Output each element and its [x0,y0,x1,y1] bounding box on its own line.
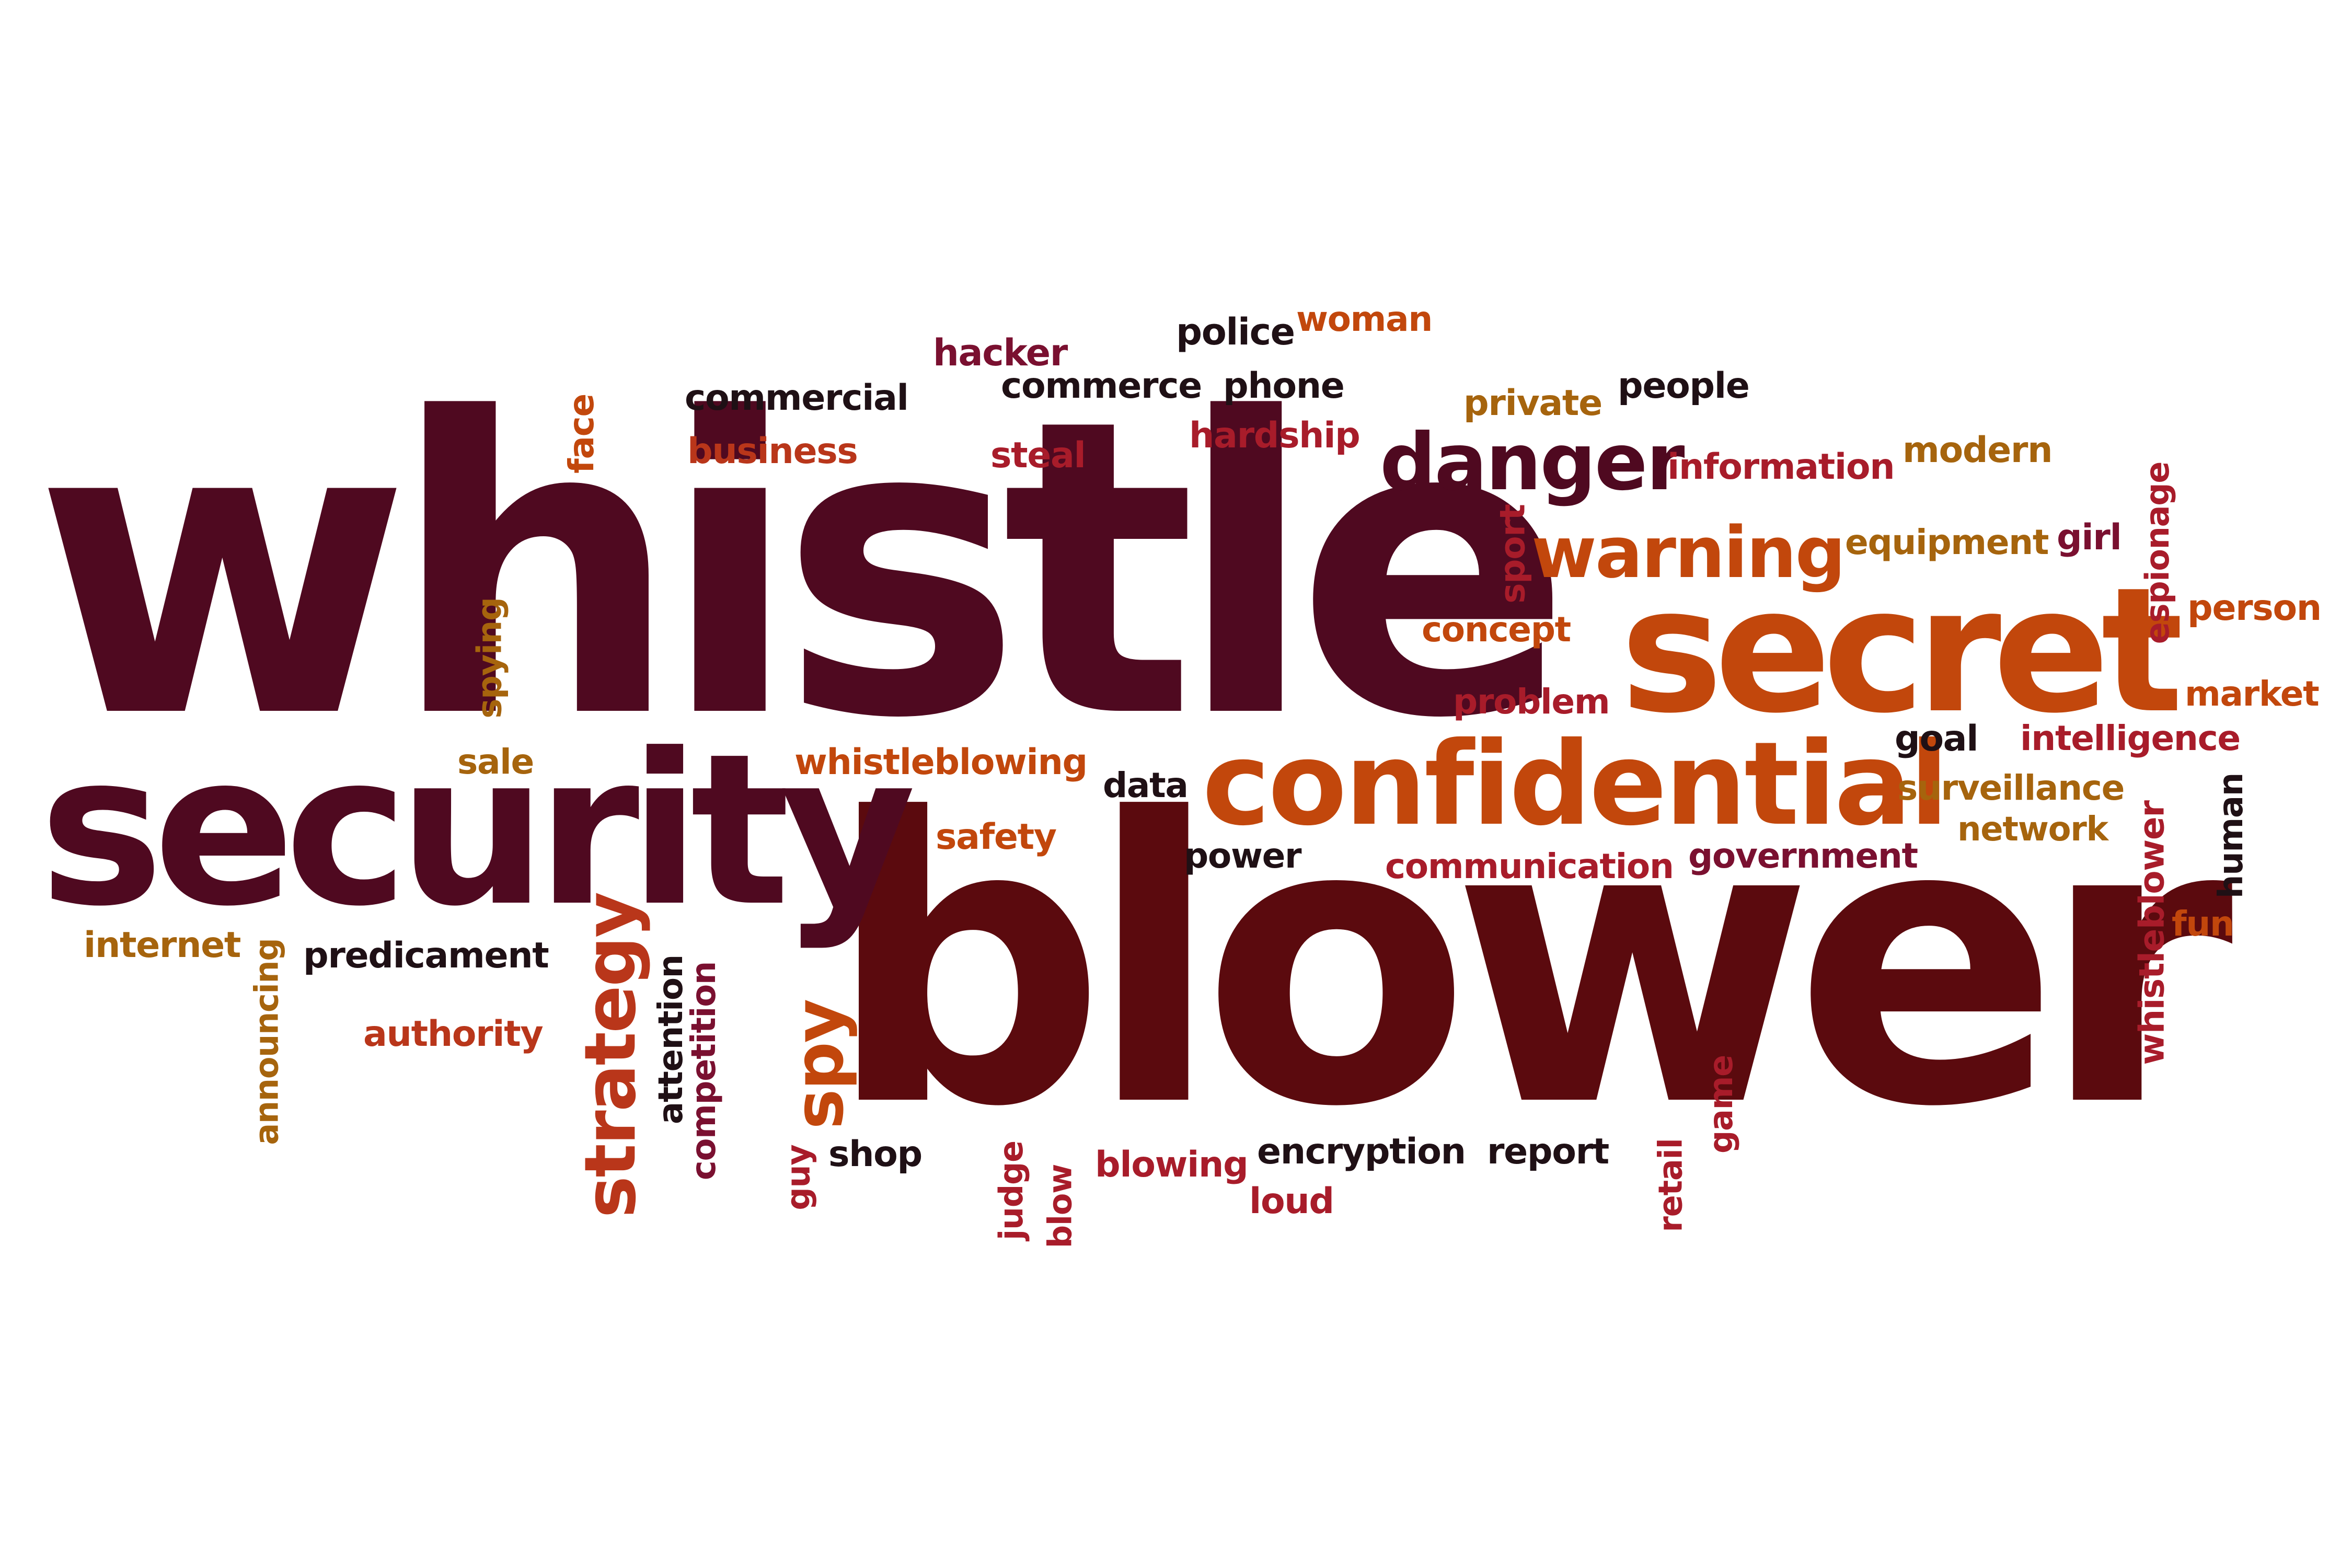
word-warning: warning [1531,512,1846,594]
word-attention: attention [651,955,690,1124]
word-intelligence: intelligence [2020,718,2241,758]
word-market: market [2185,674,2320,714]
word-spying: spying [470,597,510,719]
word-police: police [1176,310,1295,353]
word-person: person [2187,587,2322,629]
word-information: information [1667,446,1895,488]
word-government: government [1688,836,1918,876]
word-competition: competition [685,961,724,1181]
word-authority: authority [363,1013,544,1055]
word-spy: spy [779,1000,859,1129]
word-retail: retail [1651,1138,1690,1232]
word-network: network [1957,810,2108,849]
word-steal: steal [990,435,1086,476]
word-announcing: announcing [247,938,286,1145]
word-confidential: confidential [1202,717,1949,851]
word-hacker: hacker [933,331,1068,374]
word-shop: shop [828,1134,923,1175]
word-phone: phone [1223,365,1345,407]
word-woman: woman [1296,299,1433,339]
word-blower: blower [826,736,2233,1192]
word-commercial: commercial [685,377,909,419]
word-human: human [2212,773,2251,899]
word-whistle: whistle [34,332,1572,807]
word-sale: sale [457,742,534,782]
word-data: data [1103,765,1189,805]
word-equipment: equipment [1845,522,2049,562]
word-internet: internet [84,925,241,966]
word-game: game [1701,1055,1740,1154]
word-encryption: encryption [1257,1131,1466,1172]
word-whistleblowing: whistleblowing [794,742,1088,783]
word-fun: fun [2172,904,2234,944]
word-whistleblower: whistleblower [2131,801,2172,1065]
word-espionage: espionage [2138,462,2177,644]
word-blow: blow [1041,1164,1079,1249]
word-people: people [1618,365,1750,407]
word-secret: secret [1620,550,2184,751]
word-safety: safety [936,816,1057,858]
word-sport: sport [1492,504,1533,604]
word-business: business [687,431,858,472]
word-goal: goal [1895,718,1979,759]
word-concept: concept [1422,609,1571,650]
word-report: report [1487,1131,1609,1172]
word-communication: communication [1385,846,1674,886]
word-predicament: predicament [303,935,549,976]
word-modern: modern [1903,430,2053,471]
word-security: security [39,709,916,952]
word-face: face [561,394,602,474]
word-blowing: blowing [1095,1144,1249,1185]
word-surveillance: surveillance [1897,768,2125,808]
word-guy: guy [779,1145,817,1210]
word-commerce: commerce [1001,365,1202,407]
word-judge: judge [992,1140,1031,1241]
word-girl: girl [2057,517,2122,558]
word-hardship: hardship [1189,415,1361,456]
word-power: power [1184,836,1302,876]
word-loud: loud [1249,1181,1334,1222]
word-danger: danger [1380,417,1685,508]
word-private: private [1463,383,1602,424]
word-strategy: strategy [569,893,652,1218]
word-problem: problem [1453,682,1610,722]
